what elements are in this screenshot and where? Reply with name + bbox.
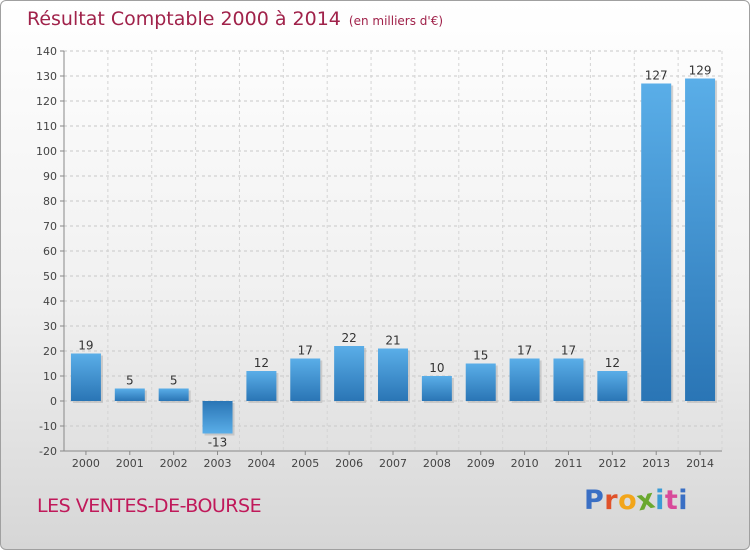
proxiti-logo[interactable]: Proxiti (584, 483, 689, 517)
y-tick-label: 120 (36, 95, 57, 108)
chart-title-text: Résultat Comptable 2000 à 2014 (27, 8, 341, 30)
x-tick-label: 2001 (116, 457, 144, 470)
value-label: 19 (78, 339, 93, 353)
y-tick-label: 10 (43, 370, 57, 383)
x-tick-label: 2013 (642, 457, 670, 470)
x-tick-label: 2004 (247, 457, 275, 470)
value-label: 22 (341, 331, 356, 345)
bar-2000[interactable] (70, 353, 101, 402)
bar-2006[interactable] (334, 346, 365, 401)
bar-2002[interactable] (158, 388, 189, 402)
x-tick-label: 2009 (467, 457, 495, 470)
x-tick-label: 2005 (291, 457, 319, 470)
bar-2011[interactable] (553, 358, 584, 402)
y-tick-label: 80 (43, 195, 57, 208)
x-tick-label: 2007 (379, 457, 407, 470)
logo-letter: t (664, 485, 679, 516)
value-label: 15 (473, 349, 488, 363)
value-label: 12 (605, 356, 620, 370)
label-layer: -20 -10 0 10 20 30 40 50 60 70 80 90 100 110 120 130 140… (36, 45, 714, 470)
x-tick-label: 2008 (423, 457, 451, 470)
value-label: 5 (126, 374, 134, 388)
y-tick-label: 100 (36, 145, 57, 158)
y-tick-label: -10 (39, 420, 57, 433)
logo-letter: i (655, 485, 665, 516)
x-tick-label: 2003 (204, 457, 232, 470)
bar-2008[interactable] (421, 376, 452, 401)
bar-2003[interactable] (202, 401, 233, 434)
value-label: -13 (208, 436, 228, 450)
bar-2012[interactable] (597, 371, 628, 401)
value-label: 17 (298, 344, 313, 358)
bar-2004[interactable] (246, 371, 277, 401)
bar-2001[interactable] (114, 388, 145, 402)
logo-letter: r (604, 485, 619, 516)
y-tick-label: 30 (43, 320, 57, 333)
y-tick-label: 0 (50, 395, 57, 408)
value-label: 5 (170, 374, 178, 388)
bar-2005[interactable] (290, 358, 321, 402)
y-tick-label: 110 (36, 120, 57, 133)
y-tick-label: 60 (43, 245, 57, 258)
bar-2010[interactable] (509, 358, 540, 402)
place-name: LES VENTES-DE-BOURSE (37, 495, 262, 517)
y-tick-label: 50 (43, 270, 57, 283)
value-label: 127 (645, 69, 668, 83)
y-tick-label: 130 (36, 70, 57, 83)
bar-2014[interactable] (685, 78, 716, 402)
x-tick-label: 2012 (598, 457, 626, 470)
y-tick-label: -20 (39, 445, 57, 458)
y-tick-label: 140 (36, 45, 57, 58)
bar-2009[interactable] (465, 363, 496, 402)
bar-2007[interactable] (378, 348, 408, 402)
value-label: 12 (254, 356, 269, 370)
y-tick-label: 90 (43, 170, 57, 183)
value-label: 10 (429, 361, 444, 375)
logo-letter: i (678, 485, 689, 516)
x-tick-label: 2010 (511, 457, 539, 470)
x-tick-label: 2006 (335, 457, 363, 470)
logo-letter: o (618, 485, 638, 516)
value-label: 17 (517, 344, 532, 358)
value-label: 129 (689, 64, 712, 78)
x-tick-label: 2000 (72, 457, 100, 470)
x-tick-label: 2014 (686, 457, 714, 470)
y-tick-label: 20 (43, 345, 57, 358)
chart-title: Résultat Comptable 2000 à 2014 (en millie… (27, 8, 443, 30)
chart-unit: (en milliers d'€) (348, 14, 444, 28)
x-tick-label: 2011 (554, 457, 582, 470)
bar-2013[interactable] (641, 83, 672, 402)
bar-layer (70, 78, 718, 436)
value-label: 17 (561, 344, 576, 358)
y-tick-label: 40 (43, 295, 57, 308)
x-tick-label: 2002 (160, 457, 188, 470)
logo-letter: P (584, 485, 605, 516)
value-label: 21 (385, 334, 400, 348)
y-tick-label: 70 (43, 220, 57, 233)
axis-layer (60, 50, 722, 455)
